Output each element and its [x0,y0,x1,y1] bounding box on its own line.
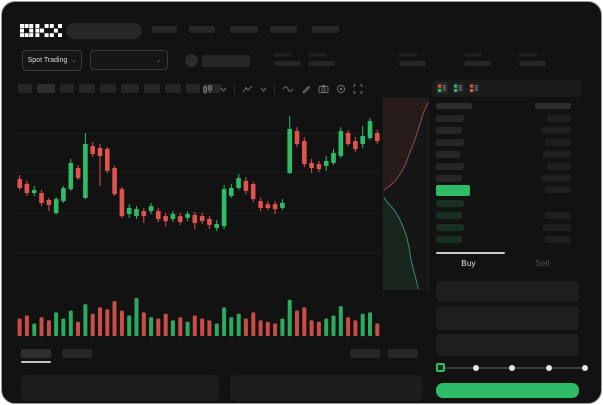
nav-item-3[interactable] [270,26,297,33]
bottom-right-control-1[interactable] [388,349,418,358]
book-col-header-amount [535,103,571,109]
ask-price-3[interactable] [436,151,460,158]
pair-selector-dropdown[interactable]: ⌄ [90,50,168,70]
bid-amount-1 [545,212,571,219]
percent-slider[interactable] [436,363,588,372]
ask-amount-2 [545,139,571,146]
bottom-panel-0 [21,375,219,401]
total-input[interactable] [436,334,579,356]
timeframe-button-0[interactable] [18,84,32,93]
trade-tab-bar: Buy Sell [432,252,579,274]
slider-stop-75[interactable] [545,365,552,371]
slider-stop-25[interactable] [472,365,479,371]
book-bids-icon[interactable] [452,82,464,94]
active-tab-indicator [436,252,505,254]
toolbar-divider [234,84,235,94]
chevron-down-icon[interactable] [220,86,227,93]
bottom-panel-1 [230,375,423,401]
slider-stop-50[interactable] [509,365,515,371]
last-price-badge [436,185,470,196]
ask-price-0[interactable] [436,115,464,122]
stat-value-0 [274,61,301,66]
ask-amount-5 [541,175,571,182]
volume-chart[interactable] [16,296,381,338]
timeframe-button-5[interactable] [121,84,139,93]
bid-price-0[interactable] [436,200,464,207]
timeframe-button-8[interactable] [186,84,200,93]
timeframe-button-6[interactable] [144,84,160,93]
orderbook-layout-toggles [436,82,480,94]
timeframe-button-3[interactable] [79,84,95,93]
bottom-tab-0[interactable] [21,349,51,358]
book-asks-icon[interactable] [468,82,480,94]
bottom-tab-1[interactable] [62,349,92,358]
stat-value-3 [464,61,491,66]
bid-price-3[interactable] [436,236,462,243]
candlestick-chart[interactable] [16,102,381,294]
tab-buy[interactable]: Buy [461,259,476,268]
chevron-down-icon[interactable] [260,86,267,93]
ask-price-1[interactable] [436,127,462,134]
nav-item-4[interactable] [312,26,339,33]
book-col-header-price [436,103,472,109]
tab-sell[interactable]: Sell [535,259,550,268]
stat-label-0 [274,53,292,57]
spot-trading-label: Spot Trading [27,57,68,64]
coin-avatar [185,54,198,67]
stat-label-4 [519,53,537,57]
book-both-icon[interactable] [436,82,448,94]
bid-price-1[interactable] [436,212,462,219]
ask-amount-4 [547,163,571,170]
stat-label-1 [308,53,326,57]
pair-name-placeholder [202,55,250,67]
settings-icon[interactable] [336,84,346,94]
nav-item-1[interactable] [189,26,215,33]
stat-value-4 [519,61,546,66]
bid-amount-3 [545,236,571,243]
timeframe-button-2[interactable] [60,84,74,93]
bottom-right-control-0[interactable] [350,349,380,358]
indicators-icon[interactable] [242,84,253,95]
okx-logo [20,23,62,37]
camera-icon[interactable] [318,84,329,94]
amount-input[interactable] [436,306,579,330]
depth-preview[interactable] [383,98,429,290]
ask-amount-1 [541,127,571,134]
stat-value-2 [399,61,426,66]
ask-amount-0 [547,115,571,122]
ask-price-5[interactable] [436,175,462,182]
fullscreen-icon[interactable] [353,84,363,94]
timeframe-button-1[interactable] [37,84,55,93]
stat-label-3 [464,53,482,57]
nav-item-2[interactable] [230,26,258,33]
stat-value-1 [308,61,335,66]
stat-label-2 [399,53,417,57]
price-input[interactable] [436,281,579,302]
ask-price-2[interactable] [436,139,464,146]
ask-amount-3 [543,151,571,158]
search-input[interactable] [66,23,142,39]
draw-icon[interactable] [301,84,311,94]
toolbar-divider [274,84,275,94]
chevron-down-icon: ⌄ [71,58,77,64]
slider-stop-100[interactable] [582,365,588,371]
ask-price-4[interactable] [436,163,464,170]
nav-item-0[interactable] [152,26,177,33]
bottom-tab-indicator [21,361,51,363]
last-price-amount [545,186,571,193]
timeframe-button-4[interactable] [100,84,116,93]
buy-button[interactable] [436,383,579,398]
chevron-down-icon: ⌄ [155,57,161,64]
timeframe-button-9[interactable] [205,84,221,93]
bid-price-2[interactable] [436,224,464,231]
line-style-icon[interactable] [282,85,294,93]
slider-handle[interactable] [436,363,445,372]
bid-amount-2 [543,224,571,231]
spot-trading-dropdown[interactable]: Spot Trading ⌄ [22,50,82,71]
candle-type-icon[interactable] [202,84,213,95]
chart-tools [202,83,363,95]
timeframe-button-7[interactable] [165,84,181,93]
